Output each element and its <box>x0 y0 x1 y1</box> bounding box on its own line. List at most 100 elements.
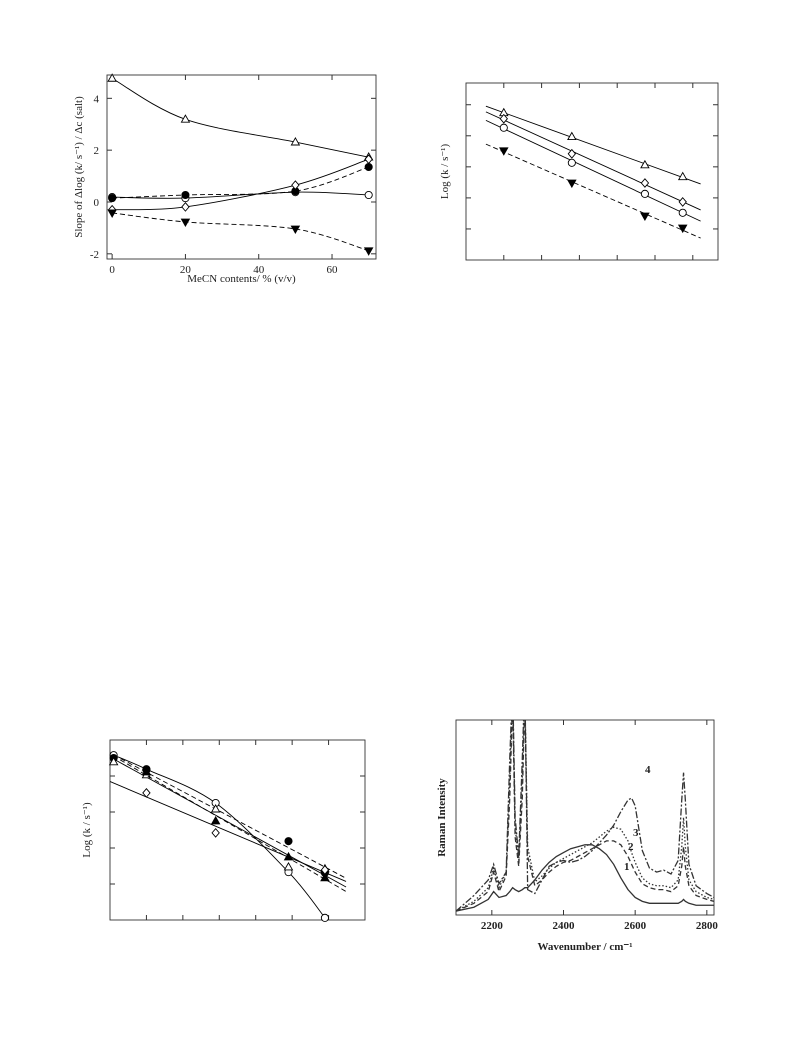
marker <box>678 208 687 217</box>
x-tick-label: 2800 <box>696 920 719 932</box>
marker <box>677 224 688 234</box>
marker <box>291 180 300 191</box>
x-tick-label: 2400 <box>553 920 576 932</box>
marker <box>499 113 508 124</box>
x-axis-label: Wavenumber / cm⁻¹ <box>537 941 632 953</box>
fit-line <box>485 111 701 211</box>
marker <box>640 189 649 198</box>
series-label: 3 <box>633 827 639 839</box>
series <box>485 105 701 185</box>
series-line <box>112 158 369 211</box>
x-axis-label: MeCN contents/ % (v/v) <box>187 273 296 285</box>
series <box>485 111 701 211</box>
y-tick-label: 4 <box>94 93 100 105</box>
series-label: 2 <box>628 841 634 853</box>
marker <box>320 872 330 882</box>
fit-line <box>110 781 347 882</box>
marker <box>108 756 119 766</box>
marker <box>107 73 117 82</box>
series <box>113 754 326 919</box>
series-label: 1 <box>624 861 630 873</box>
y-axis-label: Log (k / s⁻¹) <box>439 144 451 200</box>
marker <box>364 190 373 200</box>
marker <box>290 137 301 146</box>
series <box>456 720 714 912</box>
marker <box>567 148 577 159</box>
series <box>111 77 369 158</box>
series <box>456 720 714 912</box>
series <box>456 844 714 912</box>
x-tick-label: 2200 <box>481 920 504 932</box>
marker <box>142 788 151 798</box>
series <box>112 191 369 199</box>
marker <box>283 861 294 871</box>
marker <box>210 815 221 825</box>
series-line <box>111 77 369 158</box>
chart: Log (k / s⁻¹) <box>439 82 719 261</box>
chart: 0 20 40 60 -2 0 2 4 MeCN contents/ % (v/v) Slope … <box>73 73 377 285</box>
series-line <box>456 720 714 912</box>
fit-line <box>485 119 701 222</box>
series-line <box>112 212 369 252</box>
marker <box>499 147 509 156</box>
marker <box>180 218 191 228</box>
marker <box>678 197 687 207</box>
x-tick-label: 20 <box>180 264 192 276</box>
series-line <box>456 844 714 912</box>
series <box>485 119 701 222</box>
marker <box>141 766 152 776</box>
fit-line <box>485 105 701 185</box>
marker <box>567 131 577 141</box>
series-line <box>112 191 369 199</box>
series <box>112 212 369 252</box>
y-tick-label: 0 <box>94 197 100 209</box>
marker <box>677 171 688 181</box>
fit-line <box>110 753 347 892</box>
series-line <box>456 720 714 912</box>
series <box>112 158 369 211</box>
marker <box>181 190 190 200</box>
marker <box>567 158 576 167</box>
marker <box>180 114 191 123</box>
marker <box>108 194 117 203</box>
series <box>456 720 714 912</box>
y-tick-label: -2 <box>90 249 99 261</box>
fit-line <box>485 143 701 239</box>
marker <box>363 247 374 256</box>
y-axis-label: Log (k / s⁻¹) <box>81 802 93 858</box>
series-line <box>456 720 714 912</box>
marker <box>210 804 221 813</box>
marker <box>364 154 373 165</box>
plot-frame <box>455 719 715 916</box>
plot-frame <box>109 739 366 921</box>
marker <box>284 837 293 846</box>
series-line <box>113 754 326 919</box>
series-line <box>112 166 369 199</box>
series <box>112 166 369 199</box>
x-tick-label: 40 <box>253 264 265 276</box>
series <box>110 753 347 892</box>
marker <box>320 865 330 875</box>
marker <box>640 212 650 222</box>
chart: 2200 2400 2600 2800 Wavenumber / cm⁻¹ Raman I… <box>436 719 719 953</box>
marker <box>499 123 508 132</box>
marker <box>107 209 117 218</box>
series <box>110 781 347 882</box>
marker <box>364 162 373 172</box>
y-axis-label: Raman Intensity <box>436 778 448 857</box>
chart: Log (k / s⁻¹) <box>81 739 366 922</box>
marker <box>211 827 220 838</box>
marker <box>567 179 577 189</box>
plot-frame <box>465 82 719 261</box>
marker <box>640 159 650 169</box>
x-tick-label: 0 <box>109 264 115 276</box>
x-tick-label: 2600 <box>624 920 647 932</box>
plot-frame <box>106 74 377 260</box>
marker <box>181 202 190 212</box>
marker <box>640 178 650 188</box>
y-axis-label: Slope of Δlog (k/ s⁻¹) / Δc (salt) <box>73 96 85 238</box>
marker <box>320 913 329 922</box>
series <box>485 143 701 239</box>
y-tick-label: 2 <box>94 145 100 157</box>
